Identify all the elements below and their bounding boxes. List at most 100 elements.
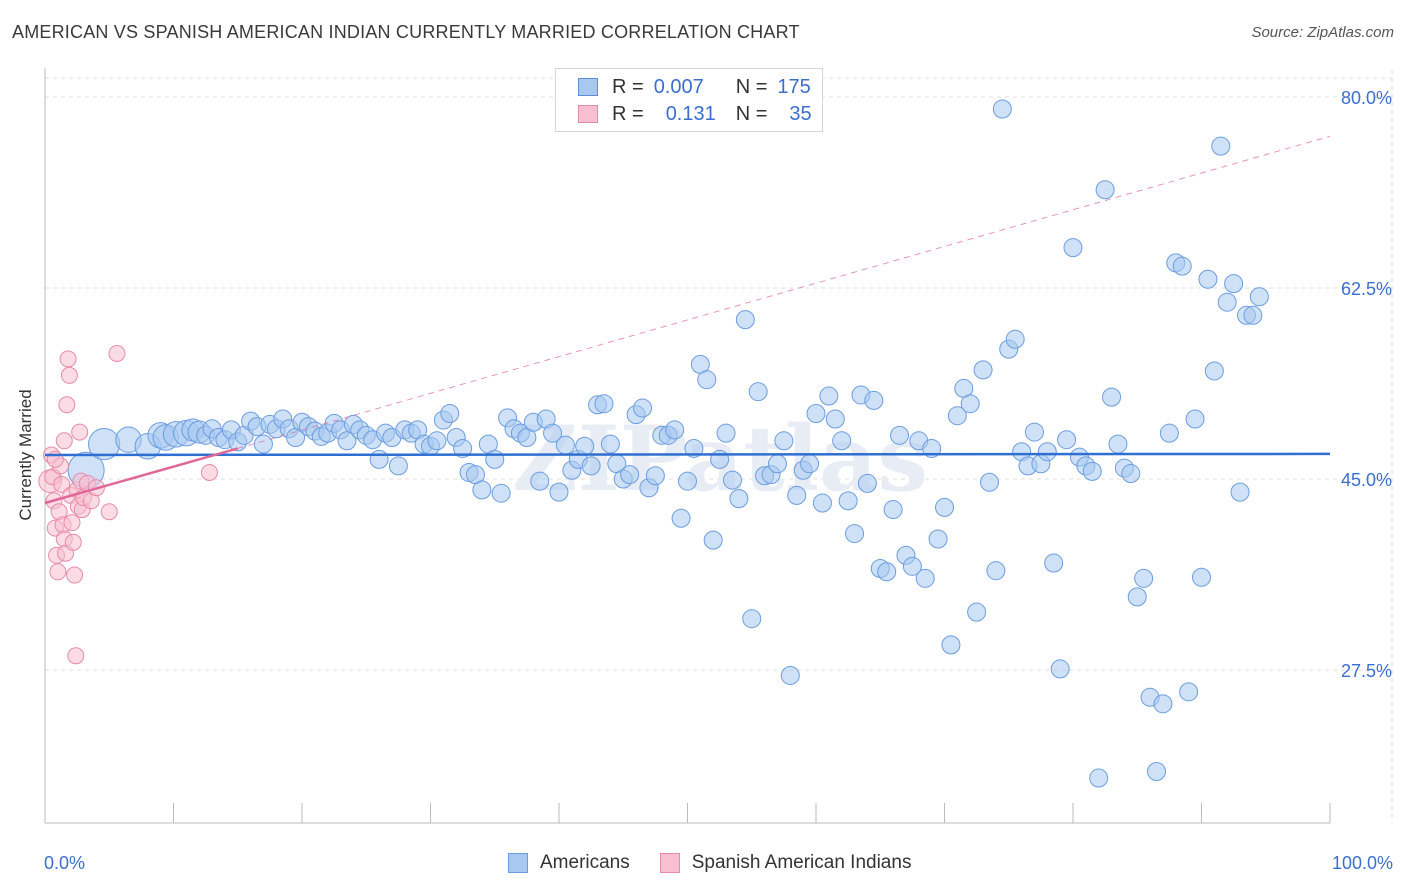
americans-point bbox=[555, 435, 575, 455]
legend-row-americans: R = 0.007 N = 175 bbox=[578, 75, 811, 99]
americans-point bbox=[1063, 238, 1083, 258]
n-label: N = bbox=[735, 75, 768, 98]
americans-point bbox=[1005, 329, 1025, 349]
americans-point bbox=[1217, 292, 1237, 312]
americans-point bbox=[986, 561, 1006, 581]
americans-point bbox=[767, 454, 787, 474]
spanish-american-indians-trend-line bbox=[44, 447, 239, 505]
spanish-american-indians-point bbox=[49, 563, 67, 581]
legend-item-americans: Americans bbox=[508, 852, 630, 874]
americans-point bbox=[800, 454, 820, 474]
americans-point bbox=[1211, 136, 1231, 156]
americans-point bbox=[780, 665, 800, 685]
chart-title: AMERICAN VS SPANISH AMERICAN INDIAN CURR… bbox=[12, 22, 800, 42]
americans-point bbox=[453, 438, 473, 458]
americans-point bbox=[697, 370, 717, 390]
americans-point bbox=[742, 609, 762, 629]
americans-point bbox=[1095, 180, 1115, 200]
spanish-american-indians-point bbox=[64, 533, 82, 551]
americans-point bbox=[594, 394, 614, 414]
americans-point bbox=[812, 493, 832, 513]
spanish-american-indians-point bbox=[108, 344, 126, 362]
americans-point bbox=[1243, 305, 1263, 325]
americans-point bbox=[1147, 762, 1167, 782]
y-tick-label: 27.5% bbox=[1341, 661, 1392, 681]
americans-point bbox=[928, 529, 948, 549]
x-tick-label: 0.0% bbox=[44, 853, 85, 873]
n-value: 175 bbox=[777, 75, 811, 98]
americans-point bbox=[710, 449, 730, 469]
americans-point bbox=[369, 449, 389, 469]
legend-swatch-pink bbox=[578, 105, 598, 123]
americans-point bbox=[960, 394, 980, 414]
americans-point bbox=[845, 524, 865, 544]
americans-point bbox=[832, 431, 852, 451]
americans-point bbox=[684, 438, 704, 458]
americans-point bbox=[1044, 553, 1064, 573]
americans-point bbox=[1024, 422, 1044, 442]
legend-item-spanish-american-indians: Spanish American Indians bbox=[659, 852, 911, 874]
americans-point bbox=[1057, 430, 1077, 450]
n-label: N = bbox=[735, 102, 768, 125]
americans-point bbox=[716, 423, 736, 443]
americans-point bbox=[857, 473, 877, 493]
americans-trend-line bbox=[44, 452, 1331, 457]
americans-point bbox=[1185, 409, 1205, 429]
americans-point bbox=[1127, 587, 1147, 607]
americans-point bbox=[825, 409, 845, 429]
americans-point bbox=[665, 420, 685, 440]
americans-point bbox=[1102, 387, 1122, 407]
americans-point bbox=[1108, 434, 1128, 454]
americans-point bbox=[703, 530, 723, 550]
americans-point bbox=[941, 635, 961, 655]
americans-point bbox=[491, 483, 511, 503]
americans-point bbox=[890, 425, 910, 445]
americans-point bbox=[1037, 442, 1057, 462]
legend-swatch-americans bbox=[508, 853, 528, 873]
americans-point bbox=[748, 382, 768, 402]
americans-point bbox=[787, 485, 807, 505]
americans-point bbox=[915, 568, 935, 588]
y-tick-label: 45.0% bbox=[1341, 470, 1392, 490]
americans-point bbox=[388, 456, 408, 476]
americans-point bbox=[1224, 274, 1244, 294]
americans-point bbox=[440, 404, 460, 424]
americans-point bbox=[549, 482, 569, 502]
spanish-american-indians-point bbox=[100, 503, 118, 521]
americans-point bbox=[427, 431, 447, 451]
r-label: R = bbox=[612, 102, 644, 125]
legend-swatch-blue bbox=[578, 78, 598, 96]
spanish-american-indians-point bbox=[53, 475, 71, 493]
americans-point bbox=[1230, 482, 1250, 502]
americans-point bbox=[774, 431, 794, 451]
americans-point bbox=[819, 386, 839, 406]
americans-point bbox=[1172, 256, 1192, 276]
americans-point bbox=[1159, 423, 1179, 443]
americans-point bbox=[877, 562, 897, 582]
n-value: 35 bbox=[789, 102, 812, 125]
americans-point bbox=[902, 556, 922, 576]
americans-point bbox=[1179, 682, 1199, 702]
spanish-american-indians-point bbox=[71, 423, 89, 441]
americans-point bbox=[1134, 568, 1154, 588]
americans-point bbox=[1050, 659, 1070, 679]
americans-point bbox=[1153, 694, 1173, 714]
spanish-american-indians-point bbox=[59, 350, 77, 368]
americans-point bbox=[1082, 461, 1102, 481]
americans-point bbox=[485, 449, 505, 469]
americans-point bbox=[729, 489, 749, 509]
y-tick-label: 80.0% bbox=[1341, 88, 1392, 108]
americans-point bbox=[806, 404, 826, 424]
americans-point bbox=[979, 472, 999, 492]
americans-point bbox=[253, 434, 273, 454]
americans-point bbox=[883, 500, 903, 520]
spanish-american-indians-point bbox=[55, 432, 73, 450]
americans-point bbox=[1198, 269, 1218, 289]
americans-point bbox=[838, 491, 858, 511]
americans-point bbox=[633, 398, 653, 418]
americans-point bbox=[947, 406, 967, 426]
americans-point bbox=[1121, 464, 1141, 484]
americans-point bbox=[543, 423, 563, 443]
legend-row-spanish-american-indians: R = 0.131 N = 35 bbox=[578, 102, 812, 126]
